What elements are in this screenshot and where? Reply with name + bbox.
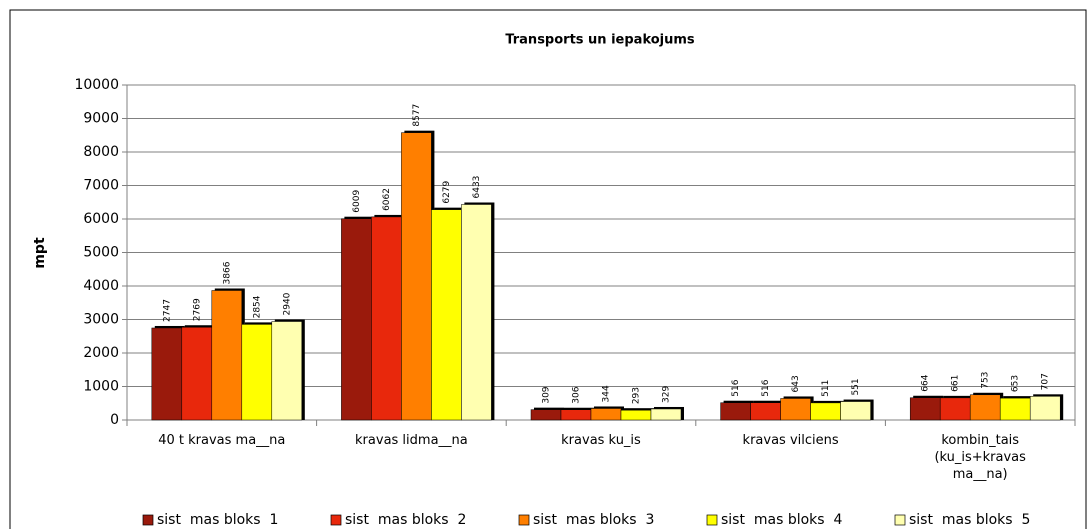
value-label: 6009 xyxy=(352,190,362,213)
value-label: 306 xyxy=(572,386,582,403)
value-label: 653 xyxy=(1011,375,1021,392)
legend-swatch xyxy=(518,514,530,526)
legend-swatch xyxy=(894,514,906,526)
y-axis-title: mpt xyxy=(32,237,48,269)
y-tick-label: 8000 xyxy=(83,144,119,160)
value-label: 6062 xyxy=(382,188,392,211)
bar xyxy=(181,326,213,421)
bar xyxy=(530,409,562,421)
x-tick-label: kravas ku_is xyxy=(561,433,641,448)
y-tick-label: 3000 xyxy=(83,312,119,328)
value-label: 3866 xyxy=(222,261,232,284)
legend-label: sist mas bloks 4 xyxy=(721,512,842,528)
bar xyxy=(750,402,781,421)
x-tick-label: 40 t kravas ma__na xyxy=(158,433,286,448)
value-label: 516 xyxy=(761,379,771,396)
bar xyxy=(341,218,372,421)
bar xyxy=(371,216,402,421)
x-tick-label: kravas vilciens xyxy=(742,433,839,448)
value-label: 309 xyxy=(542,386,552,403)
value-label: 551 xyxy=(851,378,861,395)
value-label: 2854 xyxy=(252,295,262,318)
bar xyxy=(840,401,871,421)
chart-title: Transports un iepakojums xyxy=(505,33,695,48)
bar xyxy=(211,290,243,421)
bar xyxy=(241,324,273,421)
value-label: 6279 xyxy=(442,180,452,203)
y-tick-label: 9000 xyxy=(83,111,119,127)
bar xyxy=(780,398,811,421)
legend-label: sist mas bloks 1 xyxy=(157,512,278,528)
value-label: 6433 xyxy=(472,176,482,199)
bar xyxy=(461,204,492,421)
value-label: 329 xyxy=(662,386,672,403)
chart-border xyxy=(9,9,1087,529)
value-label: 707 xyxy=(1041,373,1051,390)
value-label: 753 xyxy=(981,372,991,389)
y-tick-label: 2000 xyxy=(83,345,119,361)
value-label: 8577 xyxy=(412,104,422,127)
y-tick-label: 7000 xyxy=(83,178,119,194)
value-label: 664 xyxy=(921,374,931,391)
x-tick-label: kombin_tais (ku_is+kravas ma__na) xyxy=(934,433,1026,482)
x-tick-label: kravas lidma__na xyxy=(355,433,468,448)
y-tick-label: 6000 xyxy=(83,211,119,227)
bar xyxy=(720,402,751,421)
bar xyxy=(939,397,971,421)
bar xyxy=(909,397,941,421)
value-label: 2769 xyxy=(192,298,202,321)
value-label: 2747 xyxy=(162,299,172,322)
legend-swatch xyxy=(142,514,154,526)
y-tick-label: 10000 xyxy=(74,77,119,93)
y-tick-label: 0 xyxy=(110,412,119,428)
legend-swatch xyxy=(706,514,718,526)
value-label: 643 xyxy=(791,375,801,392)
bar xyxy=(431,209,462,421)
legend-swatch xyxy=(330,514,342,526)
y-tick-label: 1000 xyxy=(83,379,119,395)
value-label: 511 xyxy=(821,380,831,397)
bar xyxy=(1029,396,1061,421)
y-tick-label: 4000 xyxy=(83,278,119,294)
bar xyxy=(999,397,1031,421)
bar xyxy=(401,132,432,421)
y-tick-label: 5000 xyxy=(83,245,119,261)
legend-label: sist mas bloks 2 xyxy=(345,512,466,528)
value-label: 516 xyxy=(731,379,741,396)
bar xyxy=(151,327,183,421)
value-label: 293 xyxy=(632,387,642,404)
bar xyxy=(969,394,1001,421)
bar xyxy=(560,409,592,421)
bar xyxy=(590,408,622,421)
bar xyxy=(620,409,652,421)
value-label: 2940 xyxy=(282,292,292,315)
value-label: 344 xyxy=(602,385,612,402)
bar xyxy=(650,408,682,421)
legend-label: sist mas bloks 3 xyxy=(533,512,654,528)
legend-label: sist mas bloks 5 xyxy=(909,512,1030,528)
bar xyxy=(271,321,303,421)
bar xyxy=(810,402,841,421)
value-label: 661 xyxy=(951,375,961,392)
